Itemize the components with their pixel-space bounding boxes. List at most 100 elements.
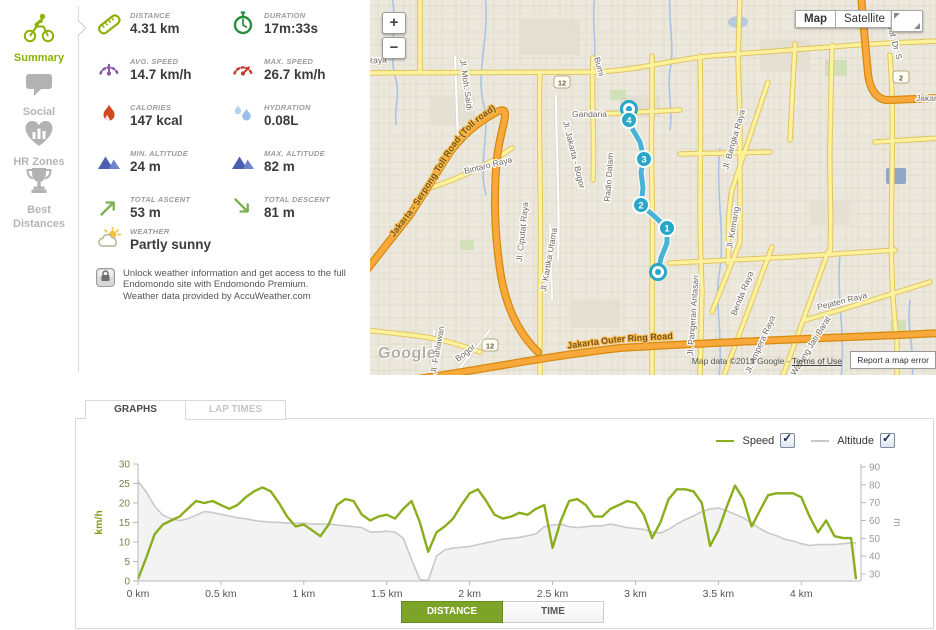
right-axis-title: m [891,518,903,527]
svg-text:2: 2 [638,201,643,212]
stat-value: 147 kcal [130,113,183,128]
speed-altitude-chart: 0 5 10 15 20 25 30 30 40 50 60 70 80 90 0 km 0.5 km 1 km… [93,460,903,601]
x-axis-mode-buttons: DISTANCE TIME [401,601,604,623]
stat-value: 53 m [130,205,161,220]
stat-min-altitude: MIN. ALTITUDE 24 m [96,148,228,174]
zoom-out-button[interactable]: − [382,37,406,59]
map-road-label: Gandaria [572,109,607,119]
sidebar-item-label: Social [22,106,56,118]
svg-text:50: 50 [869,534,881,545]
stat-weather: WEATHER Partly sunny [96,226,296,252]
distance-mode-button[interactable]: DISTANCE [401,601,503,623]
route-marker-2 [632,196,650,214]
premium-provider: Weather data provided by AccuWeather.com [123,290,311,302]
map-road-label: Radio Dalam [602,152,615,202]
map-pond [886,168,906,184]
stat-label: AVG. SPEED [130,57,179,66]
google-logo: Google [378,345,437,362]
map-graphic: Jakarta - Serpong Toll Road (Toll road) … [370,0,936,375]
heart-bars-icon [22,121,56,152]
map-zoom-control: + − [382,12,406,62]
terms-of-use-link[interactable]: Terms of Use [791,356,842,366]
stat-label: MIN. ALTITUDE [130,149,189,158]
premium-note: Unlock weather information and get acces… [96,268,362,302]
map-canvas[interactable]: Jakarta - Serpong Toll Road (Toll road) … [370,0,936,375]
map-attribution: Map data ©2013 Google - Terms of Use [692,356,842,366]
stat-total-descent: TOTAL DESCENT 81 m [230,194,362,220]
road-shield [553,75,571,89]
svg-text:1 km: 1 km [292,588,315,600]
stat-value: 26.7 km/h [264,67,326,82]
stat-value: 81 m [264,205,295,220]
svg-text:4 km: 4 km [790,588,813,600]
sidebar-divider [78,6,79,372]
svg-text:70: 70 [869,498,881,509]
svg-text:25: 25 [119,479,131,490]
gauge-purple-icon [96,56,122,82]
stat-label: DURATION [264,11,306,20]
speed-line [136,484,858,580]
stat-label: TOTAL ASCENT [130,195,191,204]
map-view-button[interactable]: Map [795,10,836,28]
svg-text:30: 30 [119,460,131,471]
sidebar-item-summary[interactable]: Summary [0,12,78,66]
altitude-checkbox[interactable] [880,431,895,448]
speed-legend-swatch [716,439,735,442]
stat-avg-speed: AVG. SPEED 14.7 km/h [96,56,228,82]
stat-value: 82 m [264,159,295,174]
stat-label: CALORIES [130,103,172,112]
trophy-icon [22,168,56,200]
speed-checkbox[interactable] [780,431,796,448]
svg-text:3 km: 3 km [624,588,647,600]
mountains-icon [96,148,122,174]
map-road-label: Jakart [916,93,936,103]
ruler-icon [96,10,122,36]
altitude-area [138,481,856,581]
speed-legend-label: Speed [742,434,775,447]
svg-text:80: 80 [869,480,881,491]
route-markers: 1 2 3 4 [620,100,676,281]
svg-text:2 km: 2 km [458,588,481,600]
stopwatch-icon [230,10,256,36]
stat-label: WEATHER [130,227,170,236]
premium-text: Unlock weather information and get acces… [123,268,346,291]
descent-arrow-icon [230,194,256,220]
stat-max-speed: MAX. SPEED 26.7 km/h [230,56,362,82]
stat-value: 0.08L [264,113,299,128]
chart-axes [133,463,866,585]
stat-label: HYDRATION [264,103,311,112]
stat-calories: CALORIES 147 kcal [96,102,228,128]
sidebar-item-hr-zones[interactable]: HR Zones [0,118,78,170]
stat-total-ascent: TOTAL ASCENT 53 m [96,194,228,220]
svg-text:12: 12 [486,342,494,351]
water-drops-icon [230,102,256,128]
chart-legend: Speed Altitude [716,431,905,448]
time-mode-button[interactable]: TIME [503,601,604,623]
route-marker-4 [620,111,638,129]
sidebar-item-label: HR Zones [13,156,65,168]
sidebar-item-social[interactable]: Social [0,72,78,120]
road-shield [481,338,499,352]
svg-text:3: 3 [641,155,646,166]
altitude-legend-swatch [811,439,830,442]
svg-text:90: 90 [869,463,881,474]
flame-icon [96,102,122,128]
stat-label: MAX. SPEED [264,57,314,66]
svg-text:15: 15 [119,518,131,529]
stat-duration: DURATION 17m:33s [230,10,362,36]
sidebar-item-best-distances[interactable]: Best Distances [0,166,78,232]
svg-text:1.5 km: 1.5 km [371,588,403,600]
route-polyline [626,106,670,275]
svg-text:10: 10 [119,538,131,549]
stat-hydration: HYDRATION 0.08L [230,102,362,128]
zoom-in-button[interactable]: + [382,12,406,34]
svg-text:0.5 km: 0.5 km [205,588,237,600]
mountains-icon [230,148,256,174]
satellite-view-button[interactable]: Satellite [836,10,894,28]
map-expand-button[interactable] [891,10,923,32]
route-marker-3 [635,150,653,168]
altitude-line [137,480,856,582]
svg-text:40: 40 [869,552,881,563]
report-map-error-link[interactable]: Report a map error [850,351,936,369]
tab-graphs[interactable]: GRAPHS [85,400,186,420]
